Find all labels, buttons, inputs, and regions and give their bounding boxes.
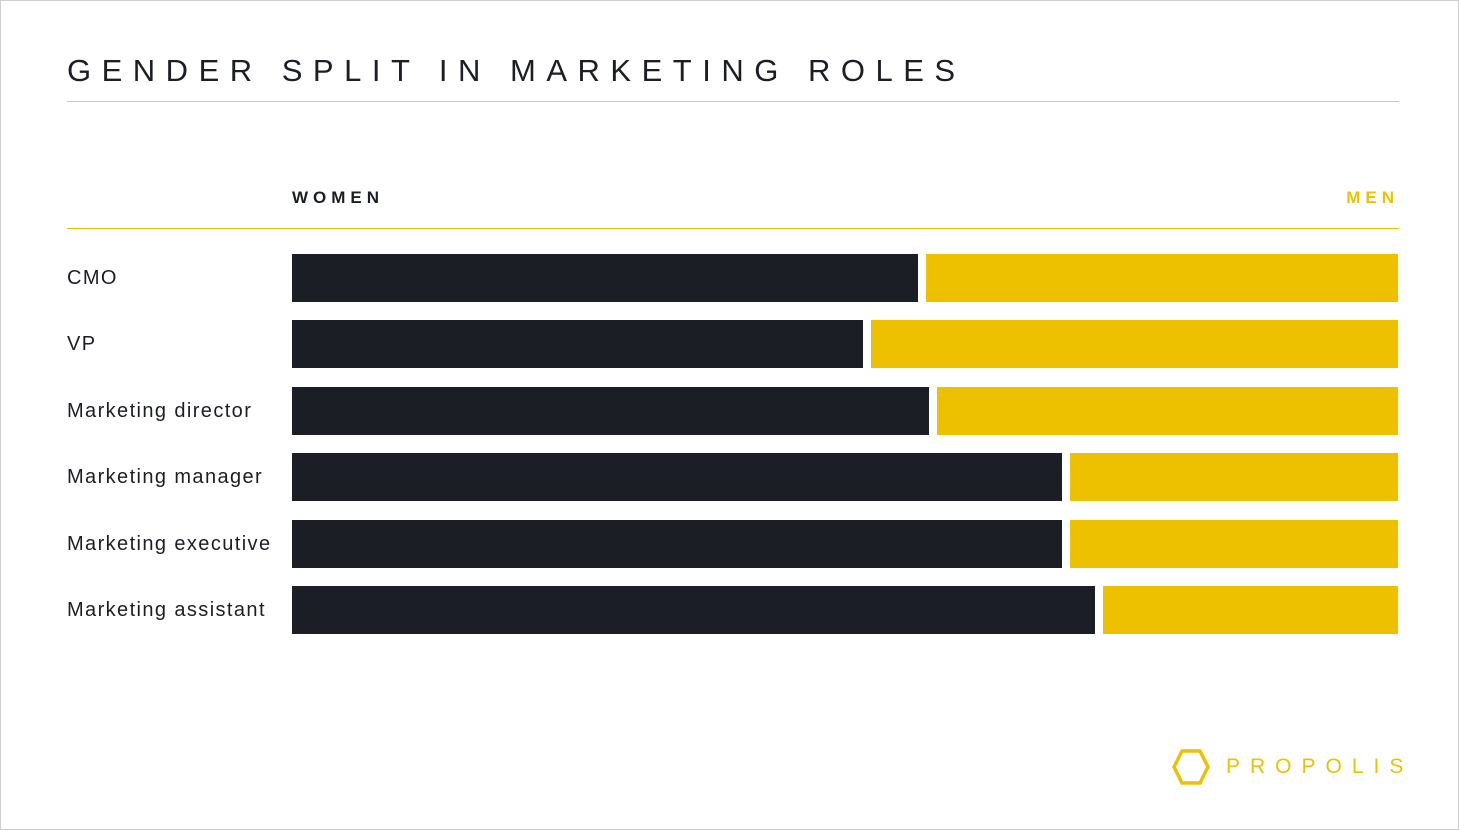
- brand-logo: PROPOLIS: [1172, 749, 1413, 785]
- bar-women: [292, 386, 930, 435]
- bar-women: [292, 320, 864, 369]
- category-label: Marketing manager: [67, 466, 264, 489]
- hexagon-icon: [1172, 749, 1210, 785]
- chart-title: GENDER SPLIT IN MARKETING ROLES: [67, 53, 966, 88]
- bar-men: [1070, 519, 1398, 568]
- bar-men: [937, 386, 1398, 435]
- bar-men: [926, 254, 1398, 302]
- bar-men: [1070, 453, 1398, 502]
- legend-men: MEN: [1346, 188, 1399, 207]
- legend-divider: [67, 228, 1399, 229]
- brand-name: PROPOLIS: [1226, 755, 1414, 778]
- bar-men: [1103, 586, 1398, 634]
- category-label: VP: [67, 333, 97, 356]
- category-label: Marketing executive: [67, 532, 272, 555]
- category-label: CMO: [67, 267, 118, 289]
- legend-women: WOMEN: [292, 188, 385, 207]
- bar-women: [292, 453, 1063, 502]
- category-label: Marketing director: [67, 399, 253, 422]
- bar-women: [292, 586, 1096, 634]
- bar-women: [292, 254, 919, 302]
- bar-men: [871, 320, 1398, 369]
- category-label: Marketing assistant: [67, 599, 266, 621]
- title-divider: [67, 101, 1399, 102]
- bar-women: [292, 519, 1063, 568]
